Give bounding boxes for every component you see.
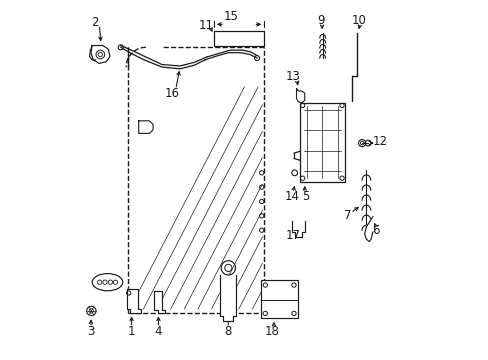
Ellipse shape (92, 274, 122, 291)
Text: 17: 17 (285, 229, 301, 242)
Text: 2: 2 (91, 16, 98, 29)
Text: 3: 3 (87, 325, 95, 338)
Text: 5: 5 (301, 190, 308, 203)
Text: 11: 11 (198, 19, 213, 32)
Polygon shape (291, 221, 304, 237)
Text: 8: 8 (224, 325, 232, 338)
Text: 12: 12 (372, 135, 387, 148)
Polygon shape (126, 289, 141, 313)
Text: 9: 9 (316, 14, 324, 27)
Polygon shape (154, 291, 164, 313)
Text: 6: 6 (371, 224, 379, 237)
Text: 10: 10 (351, 14, 366, 27)
Polygon shape (296, 89, 304, 103)
Text: 7: 7 (343, 210, 350, 222)
Text: 4: 4 (154, 325, 162, 338)
FancyBboxPatch shape (260, 280, 298, 318)
Polygon shape (91, 45, 110, 63)
Text: 18: 18 (264, 325, 279, 338)
FancyBboxPatch shape (300, 103, 344, 182)
Text: 16: 16 (164, 87, 179, 100)
Polygon shape (220, 275, 236, 320)
Text: 15: 15 (224, 10, 238, 23)
Text: 13: 13 (285, 69, 300, 82)
Text: 1: 1 (127, 325, 135, 338)
Polygon shape (364, 217, 372, 242)
Text: 14: 14 (284, 190, 299, 203)
Polygon shape (139, 121, 153, 134)
